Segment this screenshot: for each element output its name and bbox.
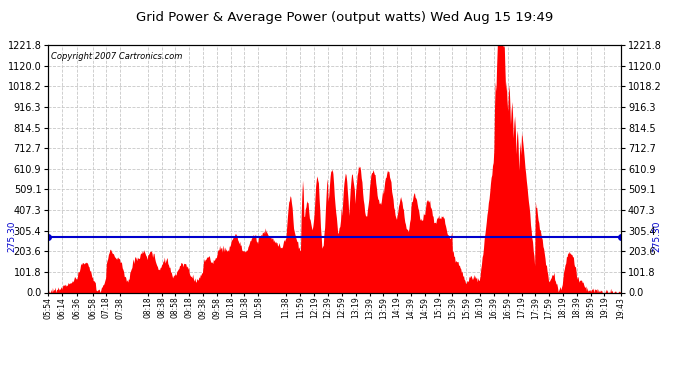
Text: Grid Power & Average Power (output watts) Wed Aug 15 19:49: Grid Power & Average Power (output watts… bbox=[137, 11, 553, 24]
Text: 275.30: 275.30 bbox=[653, 221, 662, 252]
Text: 275.30: 275.30 bbox=[8, 221, 17, 252]
Text: Copyright 2007 Cartronics.com: Copyright 2007 Cartronics.com bbox=[51, 53, 183, 62]
